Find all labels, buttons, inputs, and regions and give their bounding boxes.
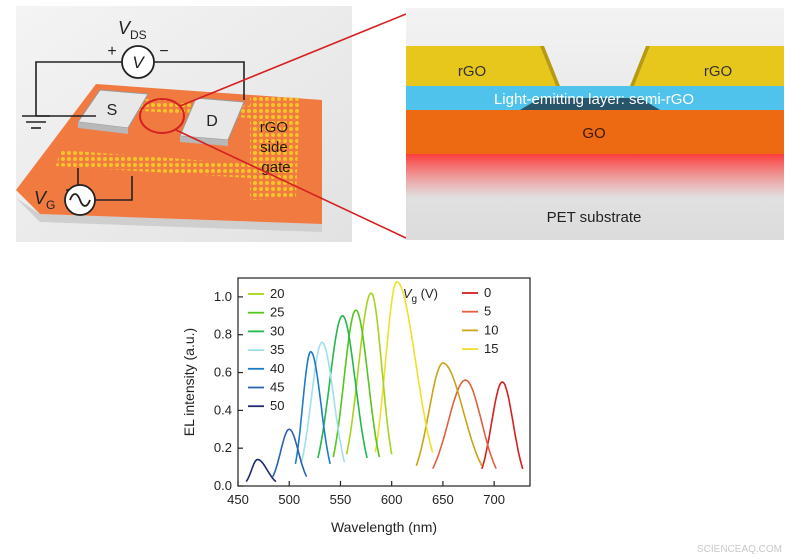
- go-layer: [406, 110, 784, 154]
- x-tick-label: 650: [432, 492, 454, 507]
- spectrum-curve-35: [300, 341, 346, 463]
- vds-sub: DS: [130, 28, 147, 42]
- x-axis-ticks: 450 500 550 600 650 700: [227, 481, 505, 507]
- red-glow: [406, 150, 784, 198]
- x-tick-label: 700: [483, 492, 505, 507]
- legend-title-main: V: [403, 286, 413, 301]
- x-tick-label: 550: [330, 492, 352, 507]
- source-label: S: [107, 102, 118, 119]
- chart-legend: 20 25 30 35 40 45 50 0 5 10 15 Vg (V): [248, 285, 498, 413]
- watermark: SCIENCEAQ.COM: [697, 544, 782, 555]
- gate-label-line-1: rGO: [260, 119, 288, 136]
- vg-sub: G: [46, 198, 55, 212]
- right-rgo-electrode: [630, 46, 784, 86]
- device-substrate-side: [16, 198, 322, 232]
- y-tick-label: 0.4: [214, 402, 232, 417]
- emitting-layer-label: Light-emitting layer: semi-rGO: [494, 91, 694, 108]
- legend-label-50: 50: [270, 398, 284, 413]
- spectrum-curve-5: [431, 379, 497, 469]
- go-label: GO: [582, 125, 605, 142]
- spectrum-curves: [245, 280, 524, 483]
- legend-label-0: 0: [484, 285, 491, 300]
- drain-electrode: D: [179, 97, 245, 146]
- callout-lines: [175, 13, 407, 239]
- spectrum-curve-20: [345, 292, 393, 455]
- left-rgo-label: rGO: [458, 63, 486, 80]
- legend-label-20: 20: [270, 286, 284, 301]
- gate-label: rGO side gate: [260, 119, 293, 176]
- spectrum-curve-0: [481, 381, 524, 470]
- legend-title-sub: g: [411, 294, 417, 305]
- spectrum-curve-10: [415, 362, 483, 467]
- y-tick-label: 1.0: [214, 289, 232, 304]
- y-tick-label: 0.6: [214, 365, 232, 380]
- vg-main: V: [34, 188, 48, 208]
- plot-frame: [237, 277, 531, 487]
- ac-source-icon: [64, 184, 96, 216]
- legend-label-25: 25: [270, 305, 284, 320]
- gate-label-line-2: side: [260, 139, 288, 156]
- spectrum-curve-25: [332, 309, 381, 458]
- x-tick-label: 450: [227, 492, 249, 507]
- channel-highlight-circle: [139, 98, 185, 134]
- legend-label-40: 40: [270, 361, 284, 376]
- legend-label-15: 15: [484, 341, 498, 356]
- voltmeter-minus: −: [159, 43, 168, 60]
- rgo-gate-strip: [250, 96, 300, 200]
- spectrum-curve-45: [272, 428, 308, 478]
- spectrum-curve-50: [245, 458, 277, 483]
- el-spectra-chart: 450 500 550 600 650 700 0.00.20.40.60.81.0 20…: [181, 277, 531, 535]
- legend-label-45: 45: [270, 380, 284, 395]
- x-tick-label: 600: [381, 492, 403, 507]
- x-tick-label: 500: [278, 492, 300, 507]
- vds-label: VDS: [118, 18, 147, 42]
- voltmeter-plus: +: [107, 43, 116, 60]
- legend-title: Vg (V): [403, 286, 438, 305]
- gate-label-line-3: gate: [261, 159, 290, 176]
- legend-label-10: 10: [484, 322, 498, 337]
- legend-label-35: 35: [270, 342, 284, 357]
- y-tick-label: 0.8: [214, 327, 232, 342]
- rgo-channel-front: [56, 150, 250, 178]
- drain-label: D: [206, 113, 218, 130]
- vg-label: VG: [34, 188, 55, 212]
- legend-label-30: 30: [270, 323, 284, 338]
- source-electrode: S: [77, 89, 149, 134]
- spectrum-curve-15: [374, 280, 434, 453]
- y-tick-label: 0.0: [214, 478, 232, 493]
- y-axis-ticks: 0.0 0.2 0.4 0.6 0.8 1.0: [214, 289, 243, 493]
- voltmeter-icon: V: [121, 45, 155, 79]
- voltmeter-symbol: V: [132, 53, 145, 72]
- device-panel: S D rGO side gate: [16, 6, 352, 242]
- substrate-label: PET substrate: [547, 209, 642, 226]
- spectrum-curve-40: [294, 350, 331, 465]
- legend-label-5: 5: [484, 304, 491, 319]
- y-axis-label: EL intensity (a.u.): [181, 328, 197, 436]
- y-tick-label: 0.2: [214, 440, 232, 455]
- light-emitting-layer-shadow: [520, 98, 660, 110]
- right-rgo-label: rGO: [704, 63, 732, 80]
- spectrum-curve-30: [317, 314, 368, 459]
- vds-main: V: [118, 18, 132, 38]
- legend-title-unit: (V): [417, 286, 438, 301]
- cross-section-panel: rGO rGO Light-emitting layer: semi-rGO G…: [406, 8, 784, 240]
- left-rgo-electrode: [406, 46, 560, 86]
- x-axis-label: Wavelength (nm): [331, 519, 437, 535]
- ground-icon: [22, 115, 50, 129]
